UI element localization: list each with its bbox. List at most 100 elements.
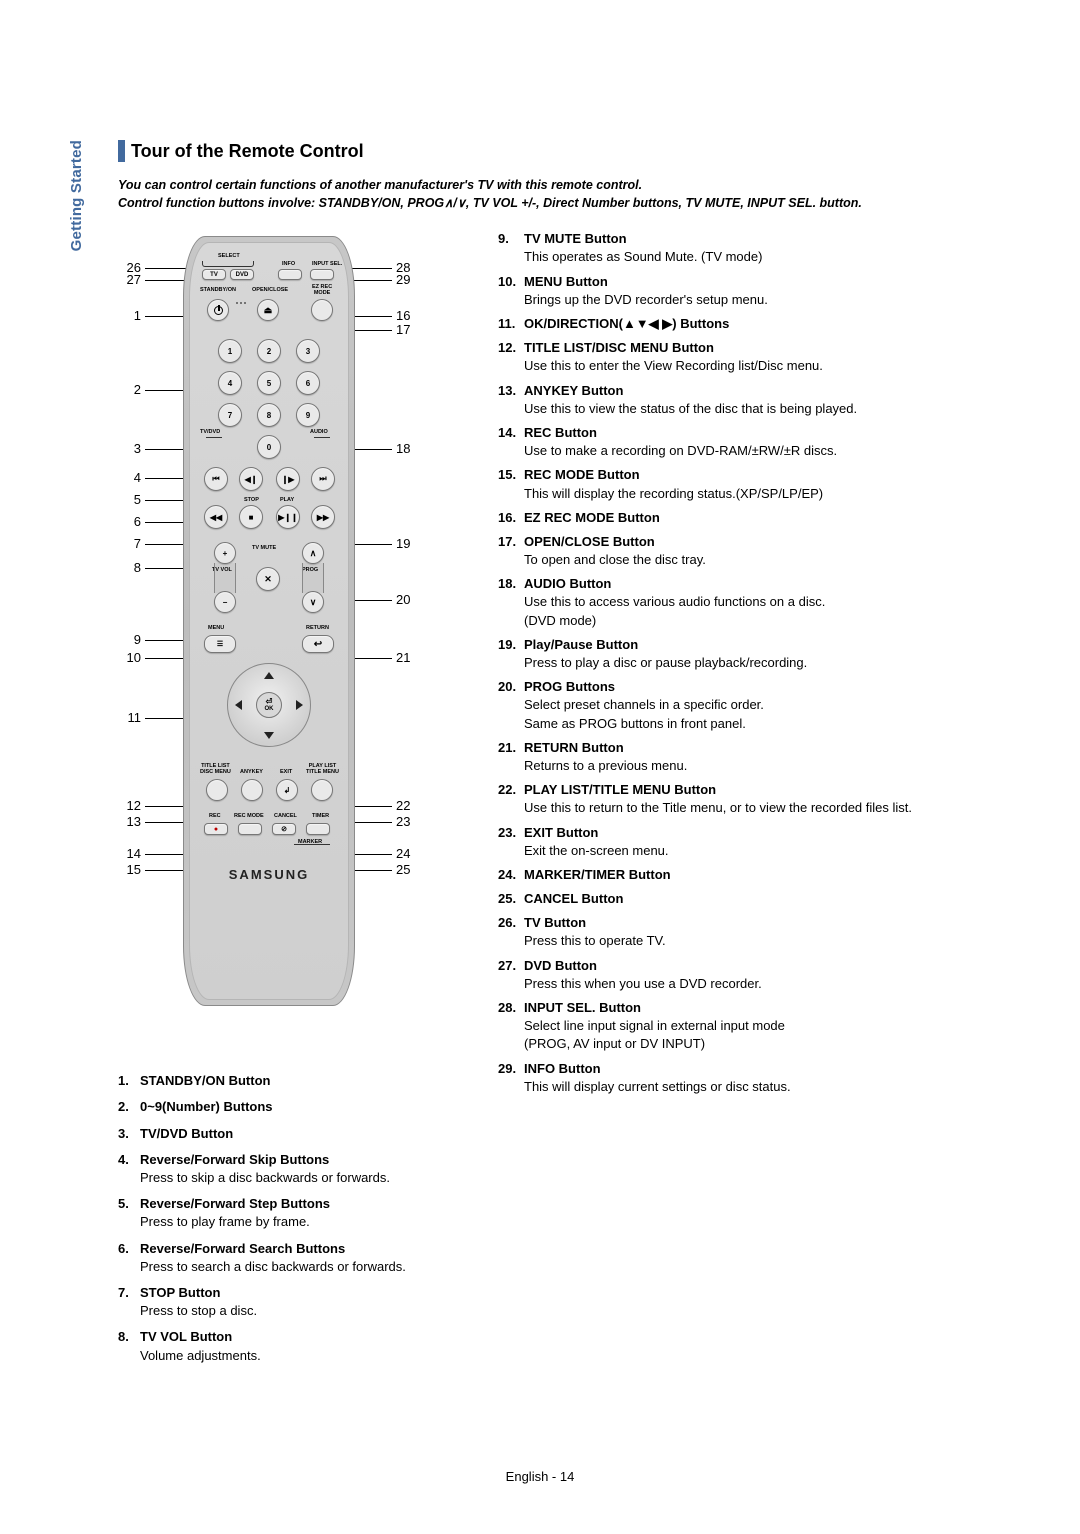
label-audio: AUDIO bbox=[310, 429, 328, 435]
item-desc: Returns to a previous menu. bbox=[524, 757, 990, 775]
callout-number: 14 bbox=[121, 846, 141, 861]
brand-logo: SAMSUNG bbox=[194, 867, 344, 882]
cancel-icon: ⊘ bbox=[281, 825, 287, 833]
digit-1: 1 bbox=[218, 339, 242, 363]
play-pause-button: ▶❙❙ bbox=[276, 505, 300, 529]
rewind-icon: ◀◀ bbox=[210, 513, 222, 522]
stop-icon: ■ bbox=[249, 513, 254, 522]
arrow-down-icon bbox=[264, 732, 274, 739]
callout-number: 6 bbox=[121, 514, 141, 529]
label-openclose: OPEN/CLOSE bbox=[252, 287, 288, 293]
item-title: EZ REC MODE Button bbox=[524, 510, 660, 525]
list-item: 17.OPEN/CLOSE ButtonTo open and close th… bbox=[498, 533, 990, 569]
item-desc: Use this to enter the View Recording lis… bbox=[524, 357, 990, 375]
label-select: SELECT bbox=[218, 253, 240, 259]
label-cancel: CANCEL bbox=[274, 813, 297, 819]
item-number: 22. bbox=[498, 781, 524, 799]
item-desc: Press this to operate TV. bbox=[524, 932, 990, 950]
info-button bbox=[278, 269, 302, 280]
list-item: 21.RETURN ButtonReturns to a previous me… bbox=[498, 739, 990, 775]
label-exit: EXIT bbox=[280, 769, 292, 775]
callout-number: 1 bbox=[121, 308, 141, 323]
recmode-button bbox=[238, 823, 262, 835]
digit-7: 7 bbox=[218, 403, 242, 427]
list-item: 13.ANYKEY ButtonUse this to view the sta… bbox=[498, 382, 990, 418]
item-title: REC Button bbox=[524, 425, 597, 440]
search-back-button: ◀◀ bbox=[204, 505, 228, 529]
dvd-button: DVD bbox=[230, 269, 254, 280]
marker-line bbox=[294, 844, 330, 845]
openclose-button: ⏏ bbox=[257, 299, 279, 321]
callout-number: 11 bbox=[121, 710, 141, 725]
item-desc: This operates as Sound Mute. (TV mode) bbox=[524, 248, 990, 266]
item-title: TITLE LIST/DISC MENU Button bbox=[524, 340, 714, 355]
callout-number: 18 bbox=[396, 441, 416, 456]
list-item: 5.Reverse/Forward Step ButtonsPress to p… bbox=[118, 1195, 418, 1231]
list-item: 23.EXIT ButtonExit the on-screen menu. bbox=[498, 824, 990, 860]
callout-number: 7 bbox=[121, 536, 141, 551]
callout-number: 27 bbox=[121, 272, 141, 287]
item-title: CANCEL Button bbox=[524, 891, 623, 906]
list-item: 24.MARKER/TIMER Button bbox=[498, 866, 990, 884]
page-footer: English - 14 bbox=[0, 1469, 1080, 1484]
item-title: INPUT SEL. Button bbox=[524, 1000, 641, 1015]
label-recmode: REC MODE bbox=[234, 813, 264, 819]
item-title: PLAY LIST/TITLE MENU Button bbox=[524, 782, 716, 797]
label-return: RETURN bbox=[306, 625, 329, 631]
item-number: 9. bbox=[498, 230, 524, 248]
callout-number: 23 bbox=[396, 814, 416, 829]
digit-6: 6 bbox=[296, 371, 320, 395]
audio-line bbox=[314, 437, 330, 438]
chevron-up-icon: ∧ bbox=[310, 548, 317, 559]
item-desc: Volume adjustments. bbox=[140, 1347, 418, 1365]
select-bracket bbox=[202, 261, 254, 267]
callout-number: 16 bbox=[396, 308, 416, 323]
skip-fwd-icon: ⏭ bbox=[319, 474, 326, 484]
callout-number: 12 bbox=[121, 798, 141, 813]
return-icon: ↩ bbox=[314, 639, 322, 650]
label-ezrec: EZ REC MODE bbox=[312, 284, 332, 296]
item-title: Play/Pause Button bbox=[524, 637, 638, 652]
item-number: 8. bbox=[118, 1328, 140, 1346]
prog-rocker-body bbox=[302, 563, 324, 593]
button-list-left: 1.STANDBY/ON Button2.0~9(Number) Buttons… bbox=[118, 1072, 418, 1364]
item-title: TV/DVD Button bbox=[140, 1126, 233, 1141]
title-bar-accent bbox=[118, 140, 125, 162]
callout-number: 20 bbox=[396, 592, 416, 607]
callout-number: 8 bbox=[121, 560, 141, 575]
callout-number: 10 bbox=[121, 650, 141, 665]
label-stop: STOP bbox=[244, 497, 259, 503]
label-anykey: ANYKEY bbox=[240, 769, 263, 775]
item-number: 21. bbox=[498, 739, 524, 757]
callout-number: 17 bbox=[396, 322, 416, 337]
mute-icon: ✕ bbox=[264, 574, 272, 585]
item-title: TV MUTE Button bbox=[524, 231, 627, 246]
item-desc: Press this when you use a DVD recorder. bbox=[524, 975, 990, 993]
list-item: 14.REC ButtonUse to make a recording on … bbox=[498, 424, 990, 460]
exit-icon: ↲ bbox=[284, 786, 291, 795]
ezrec-button bbox=[311, 299, 333, 321]
list-item: 19.Play/Pause ButtonPress to play a disc… bbox=[498, 636, 990, 672]
rec-button: ● bbox=[204, 823, 228, 835]
remote-diagram: 2627123456789101112131415282916171819202… bbox=[118, 230, 418, 1050]
item-number: 7. bbox=[118, 1284, 140, 1302]
list-item: 12.TITLE LIST/DISC MENU ButtonUse this t… bbox=[498, 339, 990, 375]
item-desc: To open and close the disc tray. bbox=[524, 551, 990, 569]
item-title: Reverse/Forward Search Buttons bbox=[140, 1241, 345, 1256]
label-titlelist: TITLE LIST DISC MENU bbox=[200, 763, 231, 775]
digit-2: 2 bbox=[257, 339, 281, 363]
item-number: 27. bbox=[498, 957, 524, 975]
step-fwd-icon: ❙▶ bbox=[282, 475, 295, 484]
item-number: 5. bbox=[118, 1195, 140, 1213]
item-number: 15. bbox=[498, 466, 524, 484]
item-title: Reverse/Forward Step Buttons bbox=[140, 1196, 330, 1211]
record-icon: ● bbox=[214, 826, 218, 833]
label-tvmute: TV MUTE bbox=[252, 545, 276, 551]
digit-8: 8 bbox=[257, 403, 281, 427]
list-item: 10.MENU ButtonBrings up the DVD recorder… bbox=[498, 273, 990, 309]
item-desc: Press to play a disc or pause playback/r… bbox=[524, 654, 990, 672]
callout-number: 29 bbox=[396, 272, 416, 287]
timer-button bbox=[306, 823, 330, 835]
item-title: 0~9(Number) Buttons bbox=[140, 1099, 273, 1114]
step-back-icon: ◀❙ bbox=[245, 475, 258, 484]
